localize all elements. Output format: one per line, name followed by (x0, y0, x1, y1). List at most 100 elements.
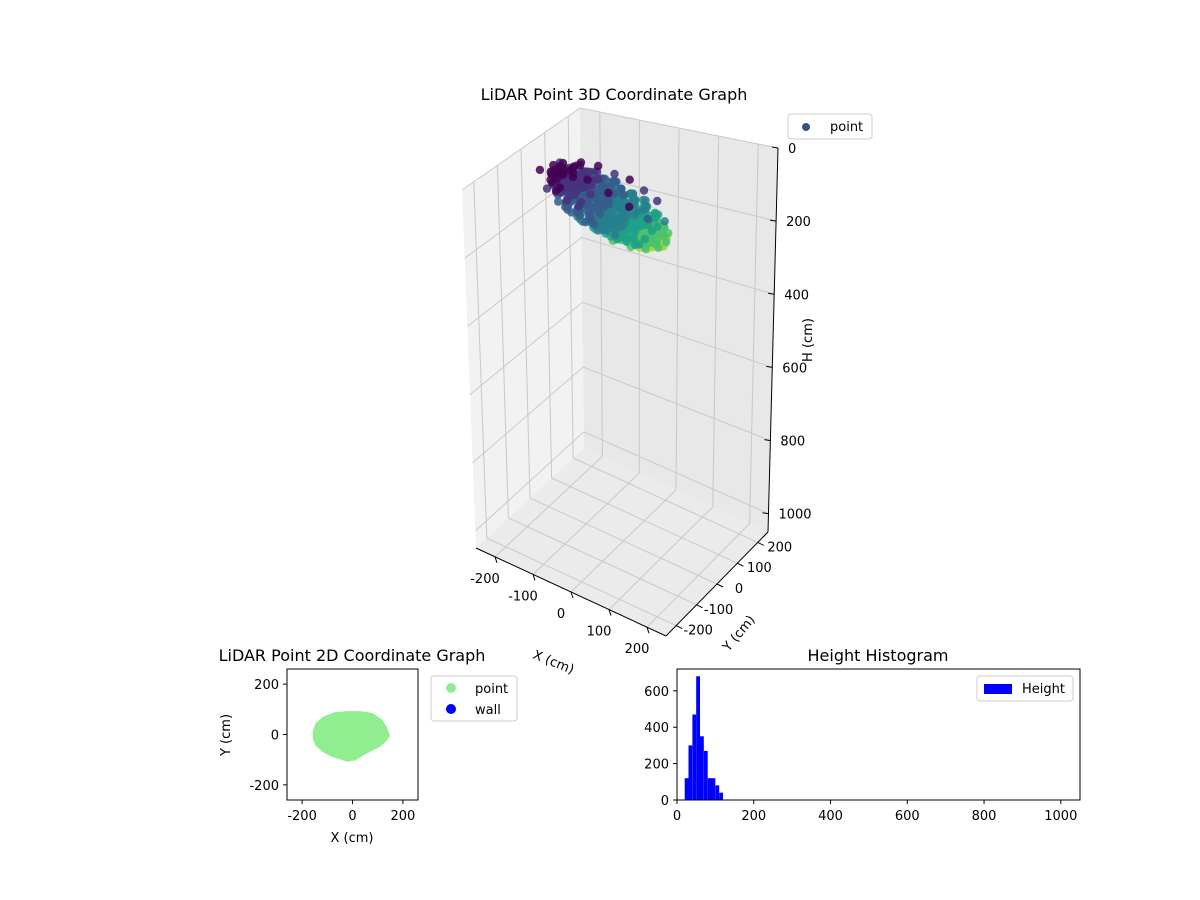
z-tick-mark (770, 219, 777, 222)
z-gridline (474, 431, 769, 532)
point-3d (656, 228, 666, 238)
point-cloud-2d (312, 711, 390, 762)
point-3d (564, 192, 574, 201)
x-tick-label-hist: 800 (972, 809, 997, 824)
point-3d (661, 238, 671, 247)
x-tick-mark (570, 591, 574, 599)
point-3d (650, 239, 660, 249)
point-3d (628, 189, 638, 198)
point-3d (579, 168, 589, 177)
point-3d (611, 225, 620, 235)
x-tick-label-2d: 0 (348, 809, 356, 824)
y-tick-mark (716, 583, 724, 588)
legend-2d-point-marker (446, 683, 456, 693)
point-3d (617, 184, 626, 193)
point-3d (664, 228, 673, 238)
ticks-2d: -200 0 200 -200 0 200 (249, 678, 415, 824)
z-tick-label: 400 (784, 288, 809, 303)
point-3d (641, 196, 650, 205)
z-gridline (472, 366, 771, 464)
z-gridline (469, 301, 773, 395)
x-tick-label: 200 (625, 642, 650, 657)
scatter-3d-points (535, 158, 673, 254)
x-tick-label-hist: 1000 (1044, 809, 1077, 824)
y-tick-label-hist: 200 (644, 758, 669, 773)
histogram-bar (719, 792, 723, 800)
ticks-histogram: 0 200 400 600 800 1000 0 200 400 600 (644, 685, 1077, 824)
histogram-bar (711, 778, 716, 800)
y-gridline-floor (529, 497, 718, 585)
y-gridline-wall (473, 181, 488, 539)
point-3d (634, 240, 643, 249)
histogram-bar (707, 778, 712, 800)
z-tick-label: 600 (782, 361, 807, 376)
z-tick-mark (764, 439, 771, 442)
x-axis-label-3d: X (cm) (531, 648, 576, 678)
y-gridline-wall (520, 148, 531, 499)
point-3d (639, 186, 649, 195)
x-tick-mark (646, 627, 650, 634)
point-3d (619, 190, 628, 200)
x-tick-label: -100 (508, 589, 538, 604)
z-tick-label: 1000 (778, 508, 811, 523)
legend-histogram-swatch (984, 684, 1012, 694)
x-gridline-wall (749, 143, 759, 524)
z-gridline (461, 107, 779, 191)
point-3d (594, 161, 603, 171)
chart-2d-title: LiDAR Point 2D Coordinate Graph (219, 646, 486, 665)
point-3d (552, 186, 561, 195)
y-tick-mark (757, 541, 765, 546)
point-3d (625, 202, 634, 212)
point-3d (612, 177, 621, 186)
histogram-frame (676, 668, 1081, 801)
y-axis-line-3d (665, 531, 769, 637)
z-tick-mark (766, 365, 773, 368)
legend-histogram-label: Height (1022, 682, 1065, 697)
chart-3d-title: LiDAR Point 3D Coordinate Graph (481, 85, 748, 104)
y-tick-label-hist: 600 (644, 685, 669, 700)
y-tick-label-hist: 0 (661, 794, 669, 809)
point-cloud-2d-area (312, 711, 390, 762)
chart-3d: LiDAR Point 3D Coordinate Graph 0 200 400 6… (461, 85, 873, 678)
point-3d (554, 197, 563, 206)
z-tick-label: 800 (780, 435, 805, 450)
point-3d (610, 189, 619, 198)
z-tick-label: 200 (786, 215, 811, 230)
y-gridline-floor (486, 537, 677, 627)
point-3d (644, 221, 653, 230)
histogram-bar (684, 778, 689, 800)
x-axis-line-3d (475, 547, 667, 637)
y-axis-label-3d: Y (cm) (719, 613, 758, 656)
histogram-bars (684, 676, 723, 800)
legend-histogram: Height (976, 675, 1074, 702)
point-3d (601, 174, 610, 184)
y-tick-label-2d: -200 (249, 779, 279, 794)
y-tick-label: 200 (767, 540, 792, 555)
x-tick-label: 0 (557, 607, 565, 622)
y-tick-label-2d: 200 (254, 678, 279, 693)
histogram-bar (692, 714, 697, 800)
left-wall-pane (462, 108, 584, 548)
point-3d (535, 165, 545, 175)
x-tick-label-hist: 600 (895, 809, 920, 824)
axes-3d: 02004006008001000-200-1000100200-200-100… (470, 142, 811, 657)
x-tick-label: -200 (470, 572, 500, 587)
legend-3d-marker (802, 123, 810, 131)
point-3d (604, 188, 613, 198)
z-tick-mark (762, 512, 769, 515)
point-3d (569, 168, 578, 178)
x-tick-label-hist: 0 (673, 809, 681, 824)
y-gridline-floor (551, 477, 738, 564)
z-axis-line-3d (767, 147, 779, 533)
y-tick-label-2d: 0 (271, 729, 279, 744)
x-tick-mark (494, 556, 498, 563)
y-gridline-floor (572, 457, 759, 543)
chart-histogram: Height Histogram 0 200 400 600 800 1000 0 200 40… (644, 646, 1081, 824)
y-tick-mark (675, 625, 683, 630)
point-3d (640, 234, 650, 244)
point-3d (583, 175, 592, 184)
legend-3d: point (787, 113, 873, 140)
point-3d (561, 182, 571, 191)
point-3d (643, 214, 652, 224)
